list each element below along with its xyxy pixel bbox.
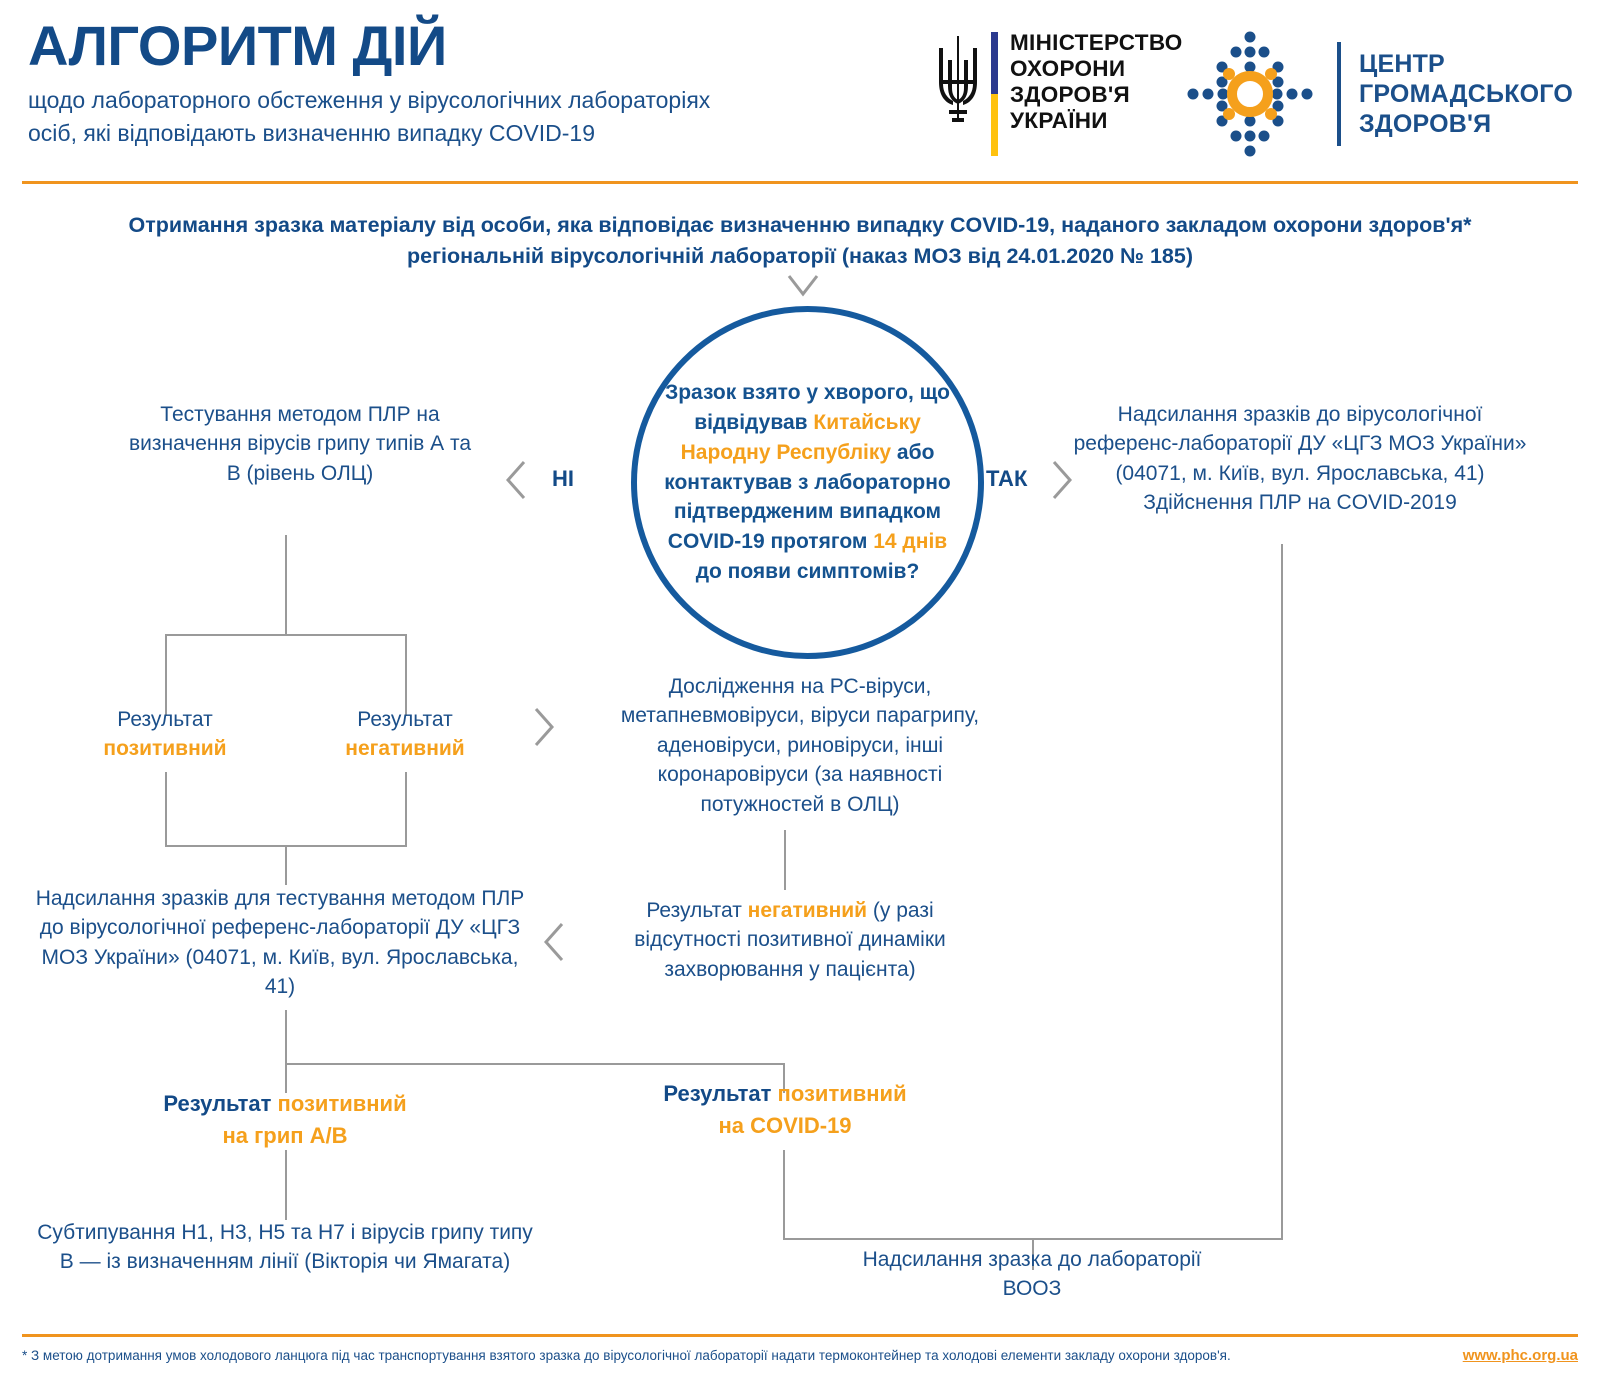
connector-flu-left-down xyxy=(165,634,167,716)
node-send-reference-lab-pcr: Надсилання зразків для тестування методо… xyxy=(35,887,525,999)
decision-part-3: до появи симптомів? xyxy=(695,560,920,584)
connector-flu-result-down xyxy=(285,1150,287,1220)
page-subtitle-line1: щодо лабораторного обстеження у вірусоло… xyxy=(28,87,711,113)
node-flu-pcr-test: Тестування методом ПЛР на визначення вір… xyxy=(128,403,472,485)
connector-flu-branch-down xyxy=(285,1063,287,1093)
node-send-reference-lab-covid: Надсилання зразків до вірусологічної реф… xyxy=(1073,403,1527,515)
page-title: АЛГОРИТМ ДІЙ xyxy=(28,14,447,77)
connector-reflab-down xyxy=(285,1010,287,1072)
result-positive-value: позитивний xyxy=(103,737,227,761)
phc-line-1: ЦЕНТР xyxy=(1359,50,1445,78)
connector-neg-down xyxy=(405,772,407,846)
result-covid-highlight: позитивний xyxy=(777,1081,907,1106)
chevron-right-icon xyxy=(534,708,555,746)
phc-logo-text: ЦЕНТР ГРОМАДСЬКОГО ЗДОРОВ'Я xyxy=(1359,49,1573,139)
result-negative-flu: Результат негативний xyxy=(300,705,510,764)
connector-who-down xyxy=(1032,1238,1034,1270)
chevron-left-icon xyxy=(505,461,526,499)
result-positive-influenza-ab: Результат позитивний на грип А/В xyxy=(110,1088,460,1152)
connector-other-viruses-down xyxy=(784,830,786,890)
connector-yes-branch-vertical xyxy=(1281,544,1283,1240)
decision-highlight-2: 14 днів xyxy=(873,530,948,554)
moz-bar-yellow xyxy=(991,94,998,156)
public-health-center-logo: ЦЕНТР ГРОМАДСЬКОГО ЗДОРОВ'Я xyxy=(1185,24,1573,164)
chevron-down-icon xyxy=(787,275,819,297)
moz-line-3: ЗДОРОВ'Я xyxy=(1010,82,1131,108)
moz-bar-blue xyxy=(991,32,998,94)
result-positive-covid19: Результат позитивний на COVID-19 xyxy=(610,1078,960,1142)
footer-divider-rule xyxy=(22,1334,1578,1337)
negative-note-prefix: Результат xyxy=(646,899,748,922)
phc-line-2: ГРОМАДСЬКОГО xyxy=(1359,80,1573,108)
branch-label-no: НІ xyxy=(552,466,574,491)
page-subtitle-line2: осіб, які відповідають визначенню випадк… xyxy=(28,120,596,147)
connector-reflab-to-covid xyxy=(285,1063,785,1065)
chevron-left-icon xyxy=(543,923,564,961)
title-block: АЛГОРИТМ ДІЙ щодо лабораторного обстежен… xyxy=(28,18,988,151)
page-header: АЛГОРИТМ ДІЙ щодо лабораторного обстежен… xyxy=(0,0,1600,184)
moz-line-1: МІНІСТЕРСТВО xyxy=(1010,30,1183,55)
node-send-to-who-lab: Надсилання зразка до лабораторії ВООЗ xyxy=(862,1248,1202,1301)
result-flu-highlight: позитивний xyxy=(277,1091,407,1116)
node-negative-no-dynamics: Результат негативний (у разі відсутності… xyxy=(600,896,980,984)
ministry-of-health-logo: МІНІСТЕРСТВО ОХОРОНИ ЗДОРОВ'Я УКРАЇНИ xyxy=(935,30,1183,158)
moz-line-4: УКРАЇНИ xyxy=(1010,108,1108,134)
connector-flu-down xyxy=(285,535,287,635)
footnote-text: * З метою дотримання умов холодового лан… xyxy=(22,1348,1231,1363)
moz-line-2: ОХОРОНИ xyxy=(1010,56,1126,82)
decision-part-2: або контактував з лабораторно підтвердже… xyxy=(664,440,951,554)
decision-question: Зразок взято у хворого, що відвідував Ки… xyxy=(658,378,958,587)
node-influenza-subtyping: Субтипування H1, H3, H5 та H7 і вірусів … xyxy=(37,1221,533,1274)
moz-color-bars xyxy=(991,32,998,156)
page-subtitle: щодо лабораторного обстеження у вірусоло… xyxy=(28,84,988,151)
chevron-right-icon xyxy=(1052,461,1073,499)
connector-covid-branch-down xyxy=(783,1063,785,1093)
connector-merge-down xyxy=(285,845,287,885)
decision-part-1: Зразок взято у хворого, що відвідував xyxy=(665,381,950,434)
result-negative-value: негативний xyxy=(345,737,465,761)
connector-pos-down xyxy=(165,772,167,846)
ukraine-trident-icon xyxy=(939,36,977,122)
phc-logo-divider xyxy=(1337,42,1341,146)
result-positive-flu: Результат позитивний xyxy=(60,705,270,764)
connector-covid-result-down xyxy=(783,1150,785,1240)
decision-highlight-1: Китайську Народну Республіку xyxy=(680,410,921,464)
result-covid-suffix: на COVID-19 xyxy=(718,1112,852,1138)
negative-note-highlight: негативний xyxy=(747,899,868,922)
phc-line-3: ЗДОРОВ'Я xyxy=(1359,110,1492,138)
result-positive-prefix: Результат xyxy=(117,708,213,731)
node-other-viruses-testing: Дослідження на РС-віруси, метапневмовіру… xyxy=(620,675,980,816)
result-negative-prefix: Результат xyxy=(357,708,453,731)
connector-flu-right-down xyxy=(405,634,407,716)
website-link[interactable]: www.phc.org.ua xyxy=(1462,1347,1578,1364)
branch-label-yes: ТАК xyxy=(986,466,1028,491)
result-flu-suffix: на грип А/В xyxy=(222,1122,348,1148)
connector-flu-split xyxy=(165,634,407,636)
result-flu-prefix: Результат xyxy=(163,1091,278,1116)
phc-dots-icon xyxy=(1187,31,1313,157)
negative-note-suffix: (у разі відсутності позитивної динаміки … xyxy=(634,899,946,981)
decision-circle: Зразок взято у хворого, що відвідував Ки… xyxy=(631,306,984,659)
result-covid-prefix: Результат xyxy=(663,1081,778,1106)
header-divider-rule xyxy=(22,181,1578,184)
ministry-logo-text: МІНІСТЕРСТВО ОХОРОНИ ЗДОРОВ'Я УКРАЇНИ xyxy=(1010,30,1183,158)
flow-banner: Отримання зразка матеріалу від особи, як… xyxy=(128,213,1472,268)
